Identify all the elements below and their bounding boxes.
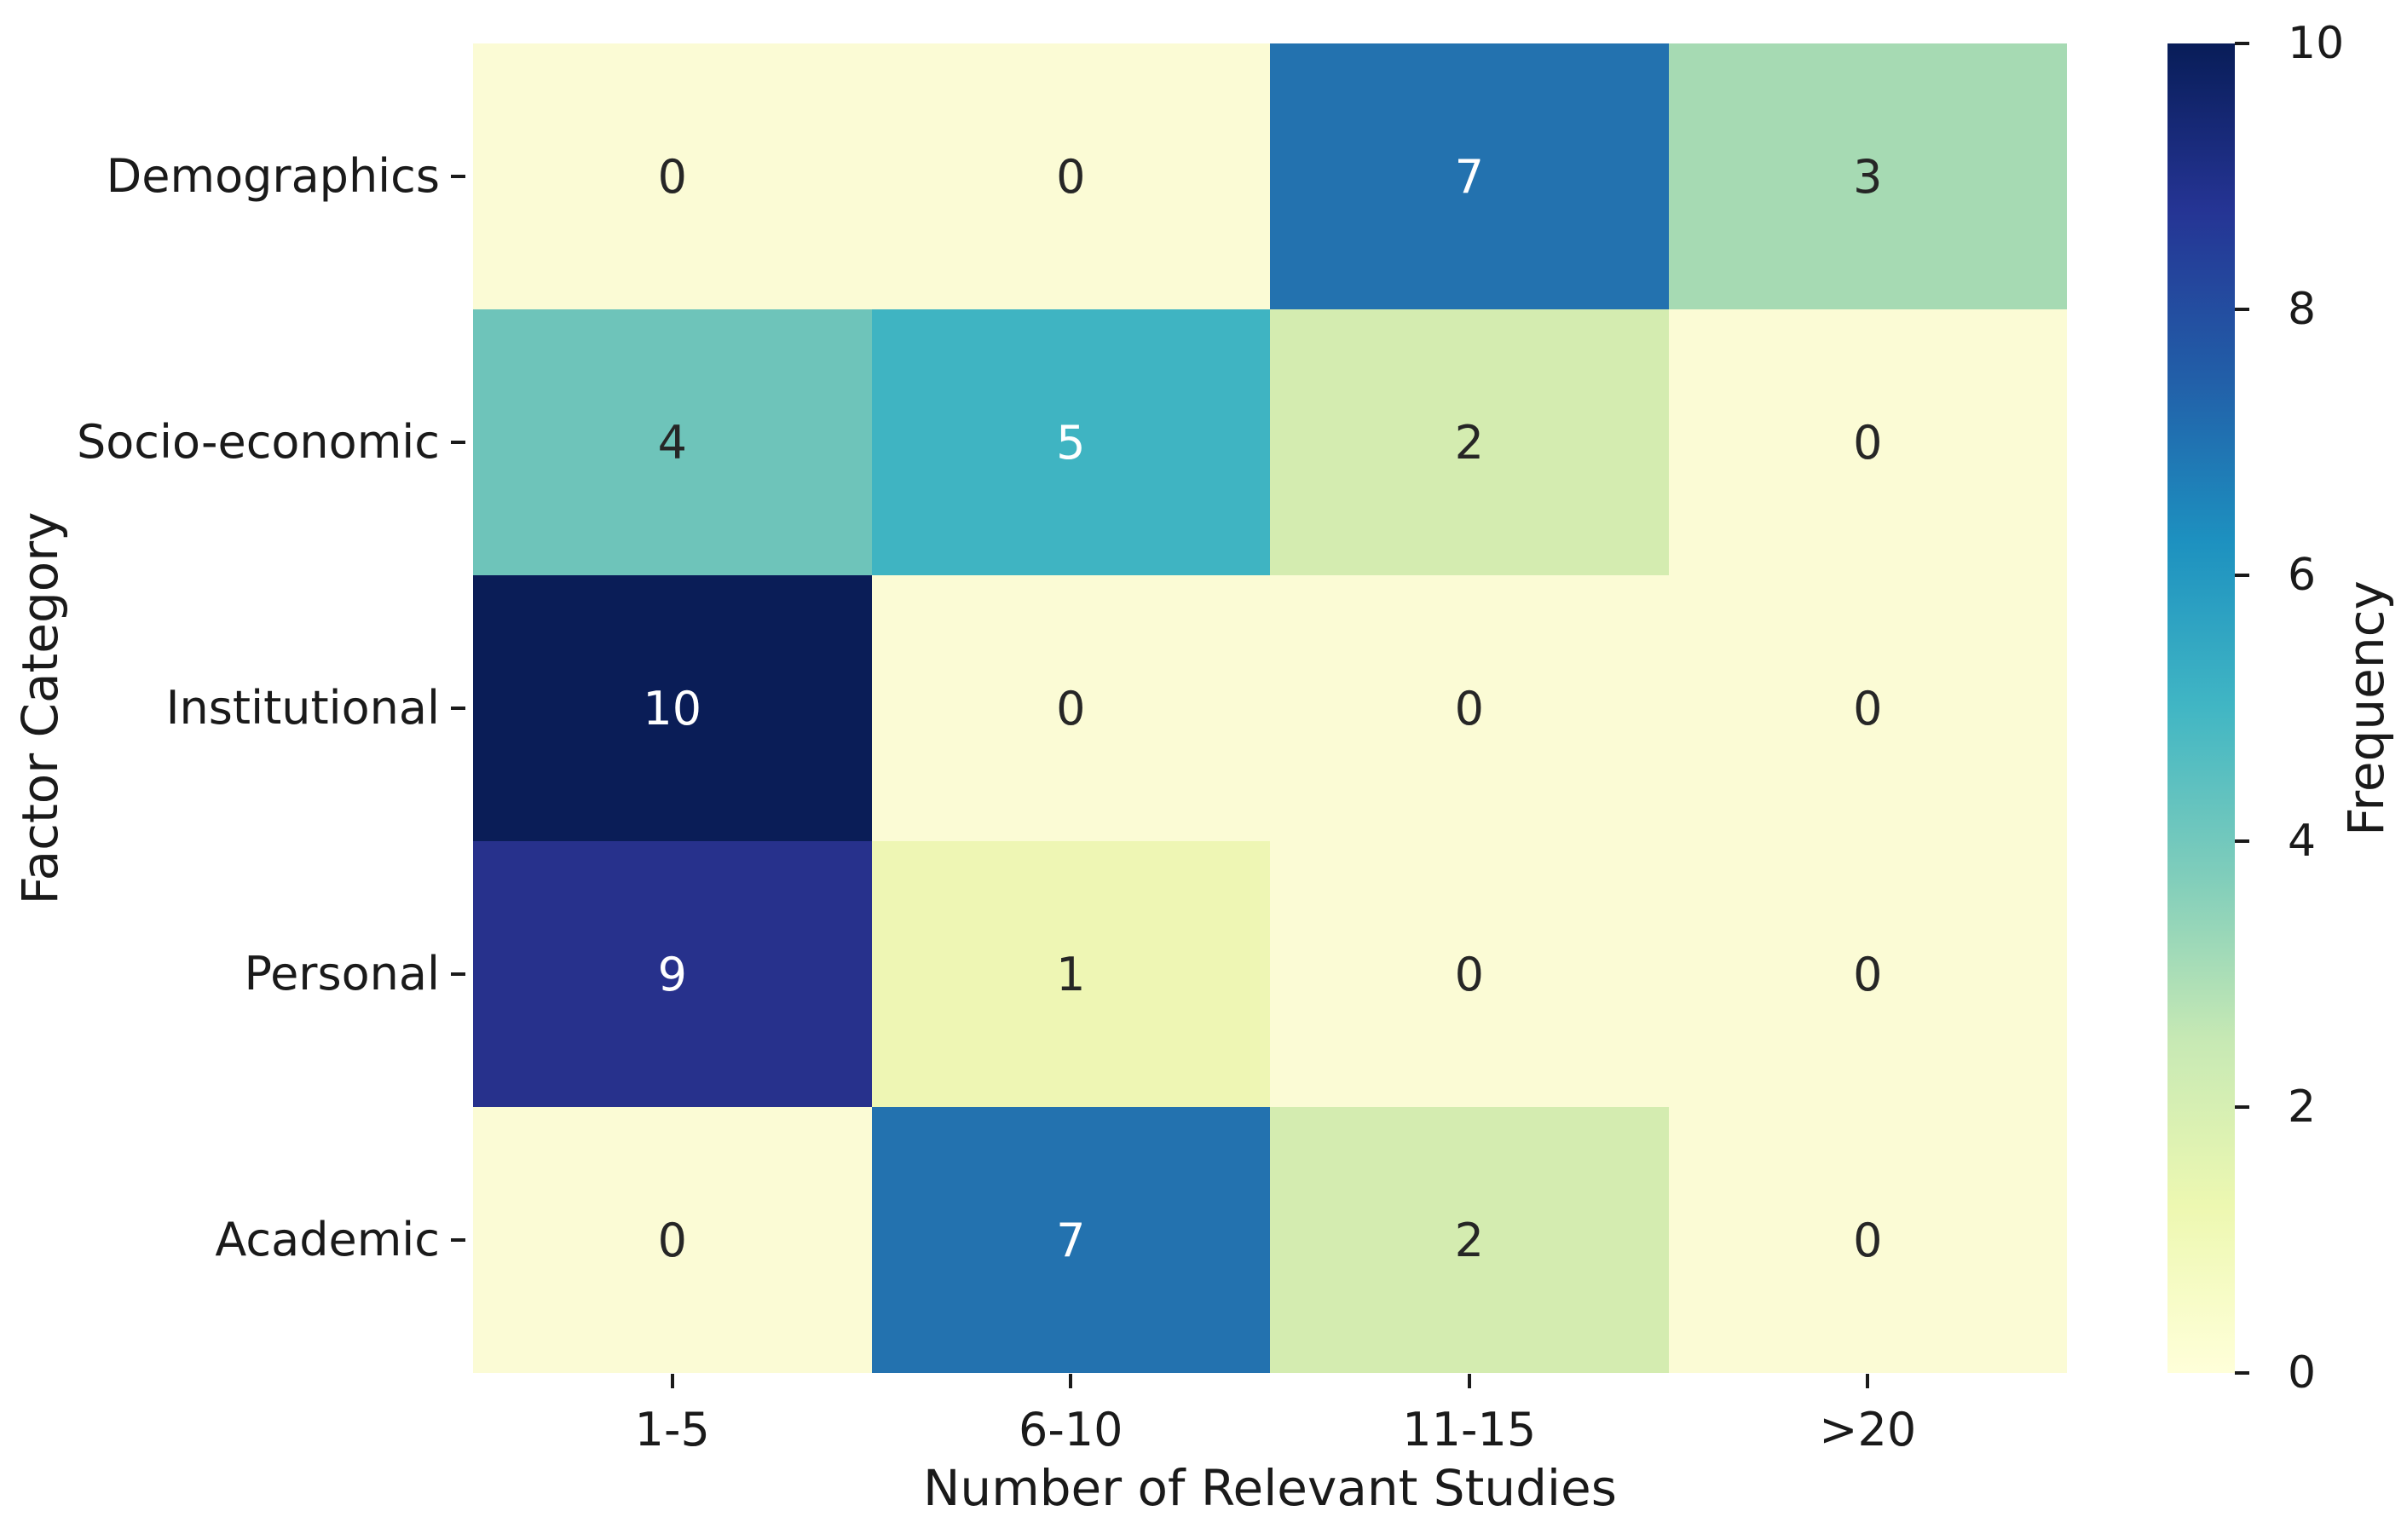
heatmap-cell: 9 [473,841,872,1107]
colorbar-gradient [2167,43,2235,1373]
colorbar-tick-mark [2235,1371,2249,1375]
x-tick-mark [1866,1374,1870,1388]
y-tick-label: Academic [215,1213,440,1266]
heatmap-cell: 2 [1270,1107,1669,1373]
heatmap-cell: 0 [1668,841,2067,1107]
x-tick-mark [1467,1374,1471,1388]
colorbar-tick-mark [2235,308,2249,311]
heatmap-cell: 0 [473,43,872,309]
heatmap-cell: 0 [1668,309,2067,575]
colorbar-tick-mark [2235,1105,2249,1109]
y-tick-mark [451,175,465,178]
colorbar-tick-label: 6 [2288,550,2317,601]
colorbar-tick-mark [2235,574,2249,577]
heatmap-cell: 0 [871,575,1270,841]
x-tick-label: >20 [1819,1403,1917,1456]
heatmap-cell: 0 [1270,575,1669,841]
x-tick-label: 6-10 [1018,1403,1123,1456]
heatmap-cell: 0 [1270,841,1669,1107]
y-tick-mark [451,707,465,710]
colorbar-title: Frequency [2337,580,2395,836]
heatmap-cell: 0 [871,43,1270,309]
heatmap-cell: 5 [871,309,1270,575]
y-tick-mark [451,1238,465,1242]
heatmap-cell: 0 [1668,1107,2067,1373]
y-tick-label: Socio-economic [76,415,440,469]
colorbar-tick-label: 0 [2288,1347,2317,1399]
x-tick-mark [670,1374,674,1388]
y-tick-mark [451,972,465,976]
colorbar-tick-label: 4 [2288,816,2317,867]
heatmap-cell: 10 [473,575,872,841]
heatmap-cell: 0 [473,1107,872,1373]
x-tick-label: 11-15 [1402,1403,1537,1456]
heatmap-cell: 4 [473,309,872,575]
heatmap-cell: 7 [1270,43,1669,309]
y-tick-label: Demographics [106,149,440,203]
y-tick-label: Institutional [165,681,440,735]
colorbar-tick-mark [2235,839,2249,843]
heatmap-cell: 2 [1270,309,1669,575]
colorbar-tick-label: 2 [2288,1081,2317,1133]
x-axis-title: Number of Relevant Studies [923,1459,1617,1517]
x-tick-label: 1-5 [634,1403,710,1456]
y-tick-mark [451,441,465,444]
colorbar-tick-mark [2235,42,2249,45]
heatmap-cell: 0 [1668,575,2067,841]
x-tick-mark [1069,1374,1073,1388]
heatmap-cell: 1 [871,841,1270,1107]
heatmap-cell: 7 [871,1107,1270,1373]
heatmap-cell: 3 [1668,43,2067,309]
y-tick-label: Personal [244,947,440,1001]
heatmap-plot: 0 0 7 3 4 5 2 0 10 0 0 0 9 1 0 0 0 7 2 0 [473,43,2067,1373]
colorbar-tick-label: 10 [2288,18,2345,69]
colorbar-tick-label: 8 [2288,284,2317,335]
